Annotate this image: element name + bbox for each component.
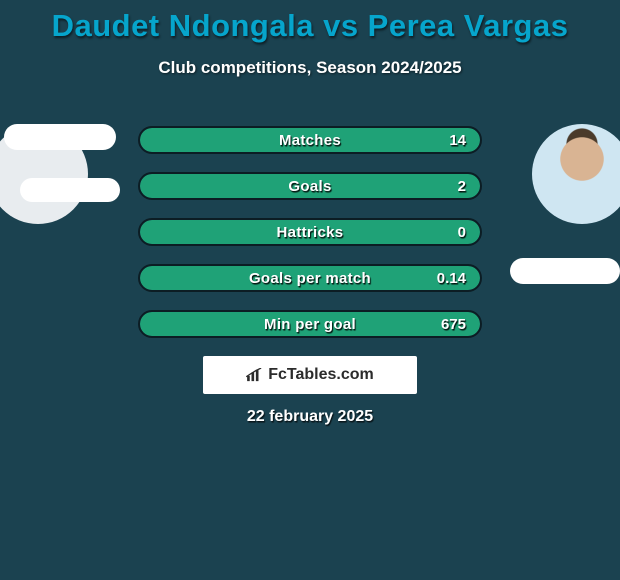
player-right-avatar (532, 124, 620, 224)
stat-label: Goals per match (140, 266, 480, 290)
stat-label: Min per goal (140, 312, 480, 336)
stat-value-right: 2 (458, 174, 466, 198)
stat-bar: Matches14 (138, 126, 482, 154)
stat-bar: Hattricks0 (138, 218, 482, 246)
brand-text: FcTables.com (268, 366, 374, 384)
stat-value-right: 0 (458, 220, 466, 244)
stat-value-right: 675 (441, 312, 466, 336)
left-blank-pill-2 (20, 178, 120, 202)
footer-date: 22 february 2025 (0, 408, 620, 426)
player-right-photo (532, 124, 620, 224)
right-blank-pill (510, 258, 620, 284)
stat-value-right: 0.14 (437, 266, 466, 290)
stat-bar: Goals2 (138, 172, 482, 200)
stat-bar: Goals per match0.14 (138, 264, 482, 292)
stat-bar: Min per goal675 (138, 310, 482, 338)
stat-bars: Matches14 Goals2 Hattricks0 Goals per match… (138, 126, 482, 356)
brand-box[interactable]: FcTables.com (203, 356, 417, 394)
bar-chart-icon (246, 368, 264, 382)
stat-label: Matches (140, 128, 480, 152)
stat-value-right: 14 (449, 128, 466, 152)
stat-label: Hattricks (140, 220, 480, 244)
page-title: Daudet Ndongala vs Perea Vargas (0, 0, 620, 44)
stat-label: Goals (140, 174, 480, 198)
left-blank-pill-1 (4, 124, 116, 150)
content: Daudet Ndongala vs Perea Vargas Club com… (0, 0, 620, 580)
subtitle: Club competitions, Season 2024/2025 (0, 58, 620, 78)
